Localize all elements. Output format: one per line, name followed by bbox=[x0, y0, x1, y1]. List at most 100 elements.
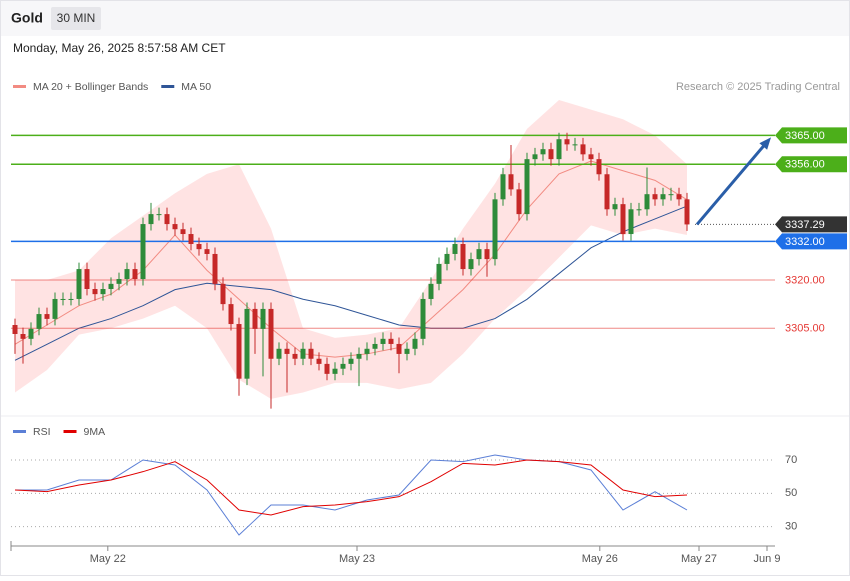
candle-body bbox=[636, 209, 642, 211]
candle-body bbox=[140, 224, 146, 280]
candle-body bbox=[660, 194, 666, 200]
candle-body bbox=[268, 308, 274, 359]
candle-body bbox=[500, 174, 506, 200]
candle-body bbox=[204, 249, 210, 254]
forecast-arrowhead bbox=[759, 137, 771, 150]
candle-body bbox=[68, 298, 74, 300]
candle-body bbox=[364, 348, 370, 354]
candle-body bbox=[420, 298, 426, 339]
candle-body bbox=[212, 253, 218, 284]
candle-body bbox=[228, 304, 234, 325]
rsi-tick-label: 30 bbox=[785, 521, 797, 533]
credit: Research © 2025 Trading Central bbox=[676, 81, 840, 93]
candle-body bbox=[380, 338, 386, 344]
candle-body bbox=[596, 159, 602, 175]
candle-body bbox=[524, 159, 530, 215]
candle-body bbox=[44, 314, 50, 319]
level-label: 3365.00 bbox=[785, 130, 825, 142]
candle-body bbox=[84, 269, 90, 289]
rsi-line bbox=[14, 459, 688, 516]
candle-body bbox=[620, 204, 626, 235]
candle-body bbox=[196, 244, 202, 250]
candle-body bbox=[180, 229, 186, 235]
candle-body bbox=[668, 194, 674, 196]
candle-body bbox=[428, 283, 434, 299]
candle-body bbox=[628, 209, 634, 235]
candle-body bbox=[220, 283, 226, 305]
candle-body bbox=[12, 325, 18, 334]
x-tick-label: May 26 bbox=[582, 553, 618, 565]
candle-body bbox=[404, 348, 410, 354]
candle-body bbox=[284, 348, 290, 354]
bollinger-band bbox=[15, 100, 687, 399]
candle-body bbox=[436, 263, 442, 284]
rsi-tick-label: 50 bbox=[785, 487, 797, 499]
x-tick-label: May 27 bbox=[681, 553, 717, 565]
candle-body bbox=[508, 174, 514, 190]
candle-body bbox=[396, 343, 402, 354]
candle-body bbox=[148, 214, 154, 225]
candle-body bbox=[76, 269, 82, 299]
candle-body bbox=[52, 298, 58, 319]
candle-body bbox=[340, 363, 346, 369]
x-tick-label: May 23 bbox=[339, 553, 375, 565]
candle-body bbox=[20, 334, 26, 339]
candle-body bbox=[188, 234, 194, 244]
candle-body bbox=[468, 259, 474, 270]
level-label: 3305.00 bbox=[785, 323, 825, 335]
datetime: Monday, May 26, 2025 8:57:58 AM CET bbox=[13, 41, 226, 55]
candle-body bbox=[252, 308, 258, 329]
title: Gold bbox=[11, 10, 43, 26]
candle-body bbox=[572, 144, 578, 146]
candle-body bbox=[348, 358, 354, 364]
x-tick-label: Jun 9 bbox=[754, 553, 781, 565]
level-tag bbox=[775, 233, 847, 250]
candle-body bbox=[276, 348, 282, 359]
candle-body bbox=[92, 289, 98, 295]
candle-body bbox=[412, 338, 418, 349]
candle-body bbox=[676, 194, 682, 200]
legend-label: MA 20 + Bollinger Bands bbox=[33, 81, 148, 93]
ma-line bbox=[14, 205, 688, 361]
candle-body bbox=[580, 144, 586, 155]
legend-label: RSI bbox=[33, 426, 51, 438]
candle-body bbox=[492, 199, 498, 260]
candle-body bbox=[644, 194, 650, 210]
candle-body bbox=[452, 244, 458, 254]
legend-swatch bbox=[13, 85, 26, 88]
forecast-arrow bbox=[695, 143, 767, 226]
candle-body bbox=[356, 353, 362, 359]
level-label: 3320.00 bbox=[785, 274, 825, 286]
candle-body bbox=[260, 308, 266, 329]
candle-body bbox=[300, 348, 306, 359]
candle-body bbox=[388, 338, 394, 344]
candle-body bbox=[444, 253, 450, 264]
candle-body bbox=[612, 204, 618, 210]
level-label: 3337.29 bbox=[785, 219, 825, 231]
candle-body bbox=[588, 154, 594, 160]
candle-body bbox=[36, 314, 42, 329]
x-tick-label: May 22 bbox=[90, 553, 126, 565]
candle-body bbox=[292, 353, 298, 359]
candle-body bbox=[324, 363, 330, 374]
level-label: 3356.00 bbox=[785, 159, 825, 171]
level-label: 3332.00 bbox=[785, 236, 825, 248]
level-tag bbox=[775, 127, 847, 144]
candle-body bbox=[172, 224, 178, 230]
candle-body bbox=[316, 358, 322, 364]
candle-body bbox=[244, 308, 250, 379]
candle-body bbox=[556, 139, 562, 160]
level-tag bbox=[775, 216, 847, 233]
rsi-line bbox=[15, 454, 688, 536]
legend-swatch bbox=[63, 430, 77, 433]
interval-box bbox=[51, 7, 101, 30]
candle-body bbox=[124, 269, 130, 280]
candle-body bbox=[164, 214, 170, 225]
legend-swatch bbox=[161, 85, 175, 88]
candle-body bbox=[132, 269, 138, 280]
legend-label: MA 50 bbox=[181, 81, 211, 93]
rsi-tick-label: 70 bbox=[785, 454, 797, 466]
level-tag bbox=[775, 156, 847, 173]
candle-body bbox=[476, 249, 482, 260]
